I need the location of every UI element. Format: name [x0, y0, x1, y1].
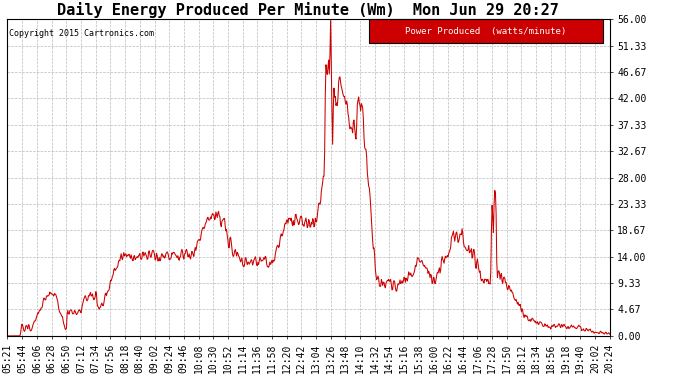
Bar: [368, 19, 604, 43]
Title: Daily Energy Produced Per Minute (Wm)  Mon Jun 29 20:27: Daily Energy Produced Per Minute (Wm) Mo…: [57, 2, 559, 18]
Text: Power Produced  (watts/minute): Power Produced (watts/minute): [406, 27, 566, 36]
Text: Copyright 2015 Cartronics.com: Copyright 2015 Cartronics.com: [9, 29, 154, 38]
